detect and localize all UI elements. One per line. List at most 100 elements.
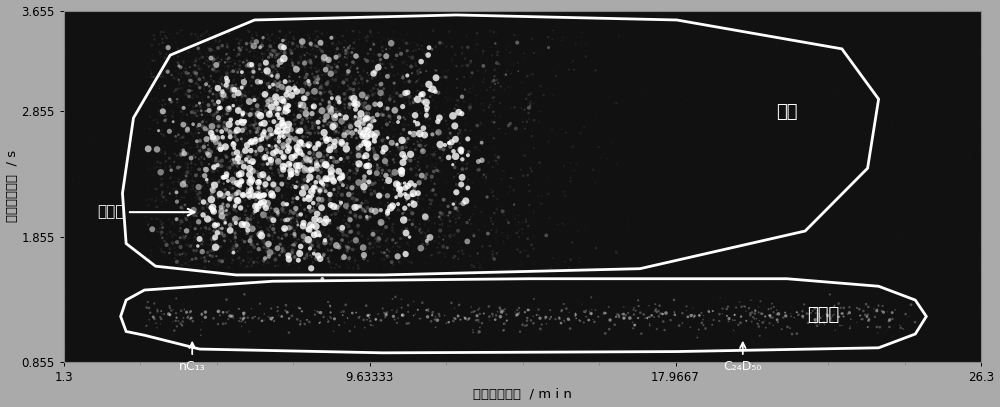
Point	[335, 136, 351, 143]
Point	[321, 105, 337, 112]
Point	[83, 241, 99, 247]
Point	[432, 74, 448, 81]
Point	[435, 14, 451, 21]
Point	[215, 240, 231, 246]
Point	[181, 230, 197, 237]
Point	[795, 315, 811, 322]
Point	[715, 92, 731, 98]
Point	[931, 185, 947, 191]
Point	[420, 239, 436, 245]
Point	[922, 279, 938, 286]
Point	[298, 19, 314, 25]
Point	[716, 141, 732, 148]
Point	[567, 354, 583, 361]
Point	[234, 300, 250, 306]
Point	[939, 15, 955, 22]
Point	[469, 122, 485, 129]
Point	[219, 66, 235, 72]
Point	[320, 299, 336, 305]
Point	[816, 51, 832, 57]
Point	[917, 339, 933, 345]
Point	[264, 186, 280, 193]
Point	[883, 280, 899, 287]
Point	[206, 56, 222, 63]
Point	[530, 287, 546, 293]
Point	[366, 98, 382, 104]
Point	[314, 32, 330, 38]
Point	[283, 171, 299, 178]
Point	[824, 152, 840, 158]
Point	[313, 179, 329, 186]
Point	[375, 169, 391, 176]
Point	[438, 118, 454, 124]
Point	[780, 203, 796, 209]
Point	[388, 101, 404, 107]
Point	[758, 199, 774, 205]
Point	[307, 65, 323, 72]
Point	[587, 307, 603, 313]
Point	[551, 296, 567, 303]
Point	[556, 128, 572, 135]
Point	[483, 218, 499, 224]
Point	[548, 177, 564, 184]
Point	[970, 33, 986, 39]
Point	[166, 327, 182, 334]
Point	[588, 82, 604, 88]
Point	[748, 105, 764, 112]
Point	[345, 269, 361, 276]
Point	[760, 328, 776, 335]
Point	[459, 125, 475, 131]
Point	[265, 162, 281, 168]
Point	[707, 304, 723, 311]
Point	[630, 177, 646, 183]
Point	[335, 77, 351, 84]
Point	[362, 241, 378, 247]
Point	[190, 139, 206, 146]
Point	[81, 339, 97, 345]
Point	[515, 66, 531, 73]
Point	[290, 211, 306, 218]
Point	[350, 143, 366, 150]
Point	[479, 131, 495, 138]
Point	[613, 156, 629, 163]
Point	[923, 228, 939, 234]
Point	[729, 256, 745, 263]
Point	[769, 243, 785, 249]
Point	[396, 79, 412, 85]
Point	[271, 63, 287, 69]
Point	[257, 60, 273, 66]
Point	[469, 301, 485, 308]
Point	[253, 199, 269, 206]
Point	[854, 62, 870, 68]
Point	[519, 346, 535, 353]
Point	[186, 256, 202, 263]
Point	[529, 18, 545, 25]
Point	[844, 54, 860, 60]
Point	[945, 174, 961, 180]
Point	[424, 252, 440, 258]
Point	[849, 322, 865, 329]
Point	[431, 239, 447, 246]
Point	[642, 284, 658, 291]
Point	[590, 79, 606, 86]
Point	[223, 88, 239, 95]
Point	[532, 214, 548, 220]
Point	[318, 217, 334, 224]
Point	[878, 60, 894, 67]
Point	[231, 66, 247, 72]
Point	[263, 263, 279, 270]
Point	[900, 260, 916, 266]
Point	[169, 314, 185, 321]
Point	[130, 26, 146, 33]
Point	[317, 226, 333, 233]
Point	[308, 136, 324, 143]
Point	[351, 241, 367, 247]
Point	[966, 211, 982, 218]
Point	[212, 191, 228, 197]
Point	[103, 346, 119, 352]
Point	[304, 221, 320, 228]
Point	[624, 319, 640, 326]
Point	[551, 357, 567, 363]
Point	[228, 66, 244, 72]
Point	[903, 210, 919, 217]
